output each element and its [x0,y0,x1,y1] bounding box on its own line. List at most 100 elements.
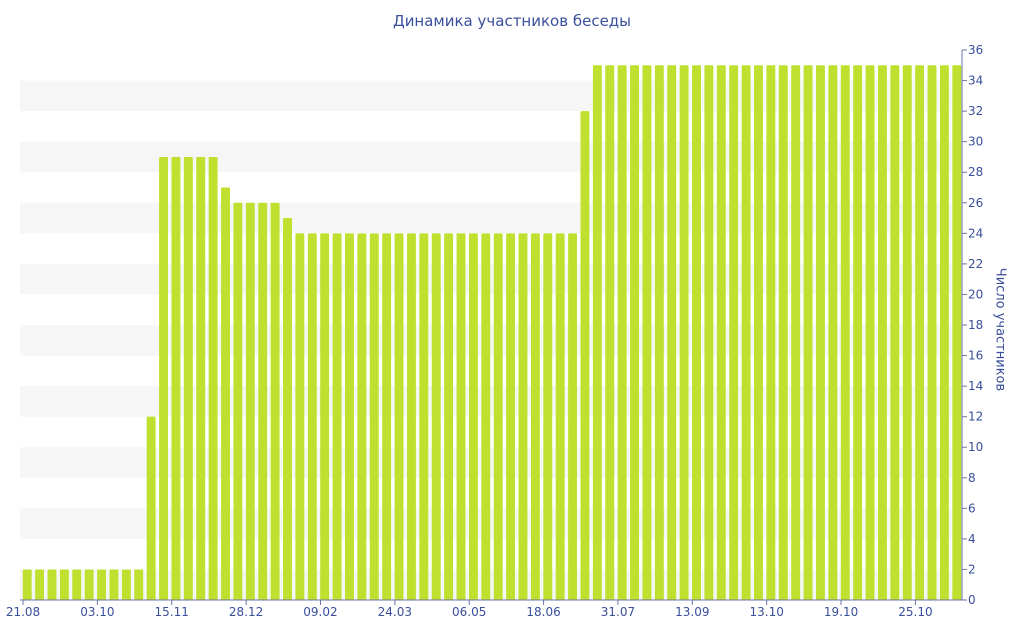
y-tick-label: 34 [968,74,983,88]
x-tick-label: 18.06 [526,605,560,619]
bar [865,65,875,601]
bar [183,156,193,600]
bar [419,233,429,601]
x-tick-label: 28.12 [229,605,263,619]
bar [952,65,962,601]
bar [109,569,119,600]
bar [270,202,280,600]
y-tick-label: 10 [968,440,983,454]
bar [617,65,627,601]
y-tick-label: 18 [968,318,983,332]
bar [258,202,268,600]
bar [394,233,404,601]
y-tick-label: 14 [968,379,983,393]
bar [307,233,317,601]
bar [72,569,82,600]
bar [555,233,565,601]
x-tick-label: 25.10 [898,605,932,619]
y-tick-label: 28 [968,165,983,179]
y-tick-label: 24 [968,226,983,240]
bar [778,65,788,601]
bar [877,65,887,601]
bar [716,65,726,601]
bar [97,569,107,600]
y-tick-label: 12 [968,410,983,424]
bar [357,233,367,601]
x-tick-label: 03.10 [80,605,114,619]
bar [692,65,701,601]
bar [369,233,379,601]
x-tick-label: 19.10 [824,605,858,619]
bar [22,569,32,600]
bar [592,65,602,601]
x-tick-label: 21.08 [6,605,40,619]
bar [766,65,776,601]
bar [791,65,801,601]
bar [927,65,937,601]
bar [679,65,689,601]
bar [159,156,169,600]
bar [332,233,342,601]
x-tick-label: 13.10 [750,605,784,619]
y-tick-label: 36 [968,43,983,57]
x-tick-label: 24.03 [378,605,412,619]
bar [667,65,677,601]
y-tick-label: 30 [968,135,983,149]
bar [729,65,739,601]
bar [406,233,416,601]
x-tick-label: 13.09 [675,605,709,619]
bar [493,233,503,601]
bar [754,65,763,601]
bar [530,233,540,601]
bar [506,233,516,601]
y-tick-label: 22 [968,257,983,271]
y-tick-label: 32 [968,104,983,118]
bar [208,156,218,600]
bar [890,65,900,601]
bar [221,187,230,600]
bar [283,218,292,601]
bar [233,202,243,600]
bar [853,65,863,601]
y-tick-label: 16 [968,349,983,363]
bar [456,233,466,601]
y-tick-label: 20 [968,287,983,301]
bar [605,65,615,601]
x-tick-label: 31.07 [601,605,635,619]
y-tick-label: 4 [968,532,976,546]
bar [902,65,912,601]
bar [468,233,478,601]
bar [642,65,652,601]
bar [146,416,156,600]
y-tick-label: 2 [968,562,976,576]
bar [803,65,813,601]
bar [121,569,131,600]
bar [939,65,949,601]
bar [915,65,925,601]
y-tick-label: 8 [968,471,976,485]
bar [431,233,441,601]
bar [815,65,825,601]
bar [35,569,45,600]
bar [580,111,590,600]
bar [828,65,838,601]
bar [840,65,850,601]
bar [84,569,94,600]
bar [47,569,57,600]
bar [344,233,354,601]
bar [704,65,714,601]
bar [568,233,578,601]
bar [654,65,664,601]
bar [543,233,553,601]
bar [134,569,144,600]
x-tick-label: 09.02 [303,605,337,619]
y-tick-label: 0 [968,593,976,607]
y-tick-label: 6 [968,501,976,515]
y-tick-label: 26 [968,196,983,210]
bar [196,156,206,600]
bar [741,65,751,601]
bar [295,233,305,601]
bar [630,65,640,601]
bar [245,202,255,600]
